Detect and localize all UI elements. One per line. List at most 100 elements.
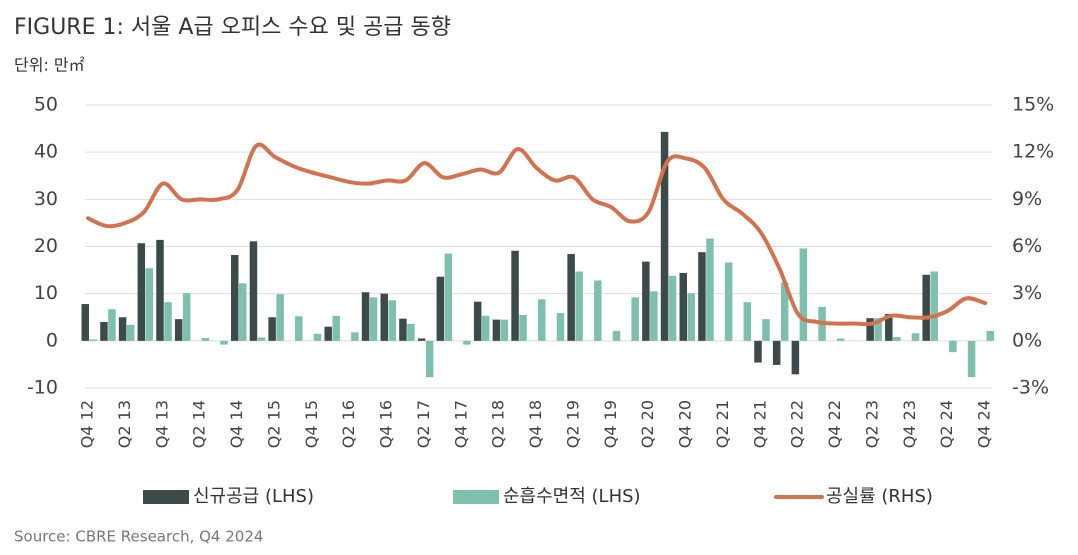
y2-tick-label: 15% [1012, 94, 1054, 116]
bar [295, 316, 303, 341]
x-tick-label: Q2 19 [563, 400, 582, 448]
y-tick-label: 40 [34, 141, 58, 163]
bar [500, 319, 509, 341]
y2-tick-label: 3% [1012, 282, 1042, 304]
x-tick-label: Q2 14 [190, 400, 209, 448]
y2-tick-label: 6% [1012, 235, 1042, 257]
bar [754, 340, 762, 363]
chart-subtitle: 단위: 만㎡ [14, 56, 85, 75]
bar [399, 318, 407, 341]
bar [407, 323, 415, 341]
bar [257, 337, 266, 341]
bar [922, 274, 930, 341]
y2-tick-label: 0% [1012, 329, 1042, 351]
y-tick-label: 50 [34, 94, 58, 116]
bar [436, 276, 445, 341]
bar [575, 271, 583, 341]
x-tick-label: Q4 13 [152, 400, 171, 448]
bar [668, 275, 677, 341]
x-tick-label: Q2 21 [713, 400, 732, 448]
bar [89, 339, 97, 341]
bar [174, 319, 183, 341]
bar [893, 337, 901, 341]
bar [799, 248, 808, 341]
x-tick-label: Q4 12 [78, 400, 97, 448]
bar [986, 330, 994, 341]
legend-label: 순흡수면적 (LHS) [503, 486, 641, 507]
bar [361, 292, 370, 341]
bar [594, 280, 602, 341]
bar [351, 332, 359, 341]
y-tick-label: -10 [27, 377, 58, 399]
x-tick-label: Q4 14 [227, 400, 246, 448]
y2-tick-label: 9% [1012, 188, 1042, 210]
bar [612, 330, 621, 341]
x-tick-label: Q4 15 [302, 400, 321, 448]
bar [967, 340, 976, 378]
x-tick-label: Q2 22 [788, 400, 807, 448]
bar [911, 333, 920, 341]
bar [885, 313, 893, 341]
x-tick-label: Q2 16 [339, 400, 358, 448]
bar [567, 254, 575, 341]
bar [425, 340, 434, 378]
bar [743, 302, 752, 341]
bar [706, 238, 714, 341]
bar [492, 319, 501, 341]
bar [650, 291, 658, 341]
legend-label: 공실률 (RHS) [826, 486, 933, 507]
x-tick-label: Q4 24 [975, 400, 994, 448]
bar [930, 271, 938, 341]
x-tick-label: Q2 15 [264, 400, 283, 448]
x-tick-label: Q2 20 [638, 400, 657, 448]
bar [444, 253, 453, 341]
bar [118, 317, 127, 341]
y-tick-label: 20 [34, 235, 58, 257]
bar [698, 252, 706, 341]
bar [837, 338, 845, 341]
x-tick-label: Q4 20 [676, 400, 695, 448]
bar [866, 318, 874, 341]
x-tick-label: Q4 22 [825, 400, 844, 448]
bar [239, 283, 247, 341]
x-tick-label: Q4 18 [526, 400, 545, 448]
bar [324, 326, 332, 341]
y2-tick-label: 12% [1012, 141, 1054, 163]
bar [145, 268, 154, 341]
bar [556, 313, 565, 341]
bar [538, 299, 546, 341]
x-tick-label: Q2 13 [115, 400, 134, 448]
bar [642, 261, 650, 341]
bar [108, 309, 116, 341]
x-tick-label: Q4 19 [601, 400, 620, 448]
y-tick-label: 10 [34, 282, 58, 304]
bar [949, 340, 957, 353]
bar [724, 262, 733, 341]
bar [519, 314, 527, 341]
bar [762, 319, 770, 341]
x-tick-label: Q2 23 [862, 400, 881, 448]
vacancy-line [86, 142, 987, 327]
bar [231, 254, 239, 341]
bar [268, 317, 276, 341]
legend-swatch [143, 490, 189, 504]
bar [687, 293, 695, 341]
bar [780, 282, 789, 341]
x-tick-label: Q4 16 [377, 400, 396, 448]
bar [81, 304, 89, 341]
bar [164, 302, 172, 341]
bar [481, 315, 490, 341]
bar [249, 241, 258, 341]
bar [332, 315, 340, 341]
bar [417, 338, 426, 341]
bar [137, 243, 146, 341]
legend-swatch [453, 490, 499, 504]
x-tick-label: Q2 24 [937, 400, 956, 448]
bar [679, 272, 687, 341]
bar [511, 250, 519, 341]
bar [201, 338, 210, 341]
bar [156, 239, 164, 341]
chart-title: FIGURE 1: 서울 A급 오피스 수요 및 공급 동향 [14, 15, 451, 40]
